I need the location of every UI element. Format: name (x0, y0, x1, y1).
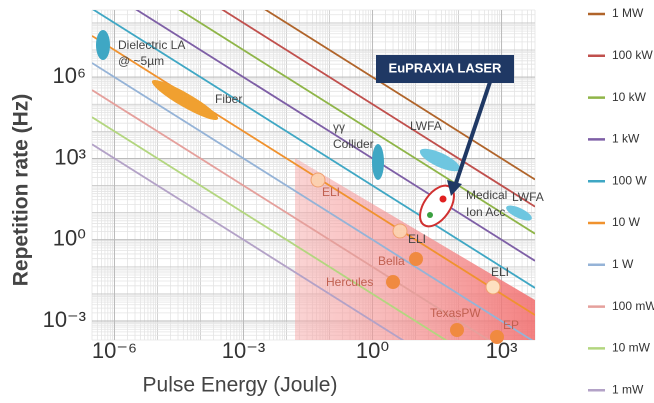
y-tick-label: 10⁶ (52, 63, 86, 88)
dot (310, 172, 326, 188)
y-tick-label: 10³ (54, 144, 86, 169)
annotation: Bella (378, 254, 405, 268)
ellipse (151, 80, 219, 120)
power-line (92, 10, 535, 289)
legend-label: 1 W (612, 257, 634, 271)
annotation: Collider (333, 137, 374, 151)
annotation: Dielectric LA (118, 38, 185, 52)
x-tick-label: 10⁻⁶ (92, 338, 137, 363)
annotation: ELI (408, 232, 426, 246)
dot (386, 275, 400, 289)
annotation: LWFA (512, 190, 544, 204)
ellipse (506, 205, 532, 221)
dot (439, 195, 447, 203)
power-line (92, 143, 405, 340)
dot (409, 252, 423, 266)
legend: 1 MW 100 kW 10 kW 1 kW 100 W 10 W 1 W 100 mW 10 … (588, 6, 654, 396)
power-line (178, 10, 535, 235)
legend-label: 100 kW (612, 48, 653, 62)
legend-label: 1 MW (612, 6, 644, 20)
arrow-head (447, 180, 462, 196)
legend-label: 10 W (612, 215, 641, 229)
annotation: γγ (333, 120, 345, 134)
ellipse (419, 148, 461, 172)
power-line (92, 89, 491, 340)
shaded-region (295, 158, 535, 340)
x-tick-label: 10⁻³ (222, 338, 265, 363)
legend-label: 10 kW (612, 90, 647, 104)
legend-label: 100 mW (612, 299, 654, 313)
x-tick-label: 10³ (486, 338, 518, 363)
ellipse (372, 144, 384, 180)
annotation: EP (503, 318, 519, 332)
power-line (135, 10, 535, 262)
y-axis-label: Repetition rate (Hz) (10, 94, 33, 287)
legend-label: 1 kW (612, 132, 640, 146)
x-tick-label: 10⁰ (356, 338, 389, 363)
power-line (264, 10, 535, 181)
annotation: ELI (322, 185, 340, 199)
annotation: ELI (491, 265, 509, 279)
ellipse (96, 30, 110, 60)
legend-label: 1 mW (612, 382, 644, 396)
power-line (92, 62, 534, 340)
annotation: Ion Acc (466, 205, 505, 219)
dot (427, 212, 433, 218)
power-line (92, 116, 448, 340)
arrow (453, 81, 492, 187)
callout-box (376, 55, 514, 83)
annotation: Hercules (326, 275, 373, 289)
annotation: @ ~5µm (118, 54, 164, 68)
y-tick-label: 10⁻³ (43, 307, 86, 332)
annotation: Medical (466, 188, 507, 202)
callout-text: EuPRAXIA LASER (389, 60, 503, 75)
dot (450, 323, 464, 337)
annotation: LWFA (410, 119, 442, 133)
legend-label: 10 mW (612, 341, 651, 355)
legend-label: 100 W (612, 173, 647, 187)
dot (392, 223, 408, 239)
annotation: TexasPW (430, 306, 481, 320)
x-axis-label: Pulse Energy (Joule) (143, 374, 338, 397)
y-tick-label: 10⁰ (53, 226, 86, 251)
power-line (221, 10, 535, 208)
dot (490, 330, 504, 344)
annotation: Fiber (215, 92, 242, 106)
dot (485, 279, 501, 295)
